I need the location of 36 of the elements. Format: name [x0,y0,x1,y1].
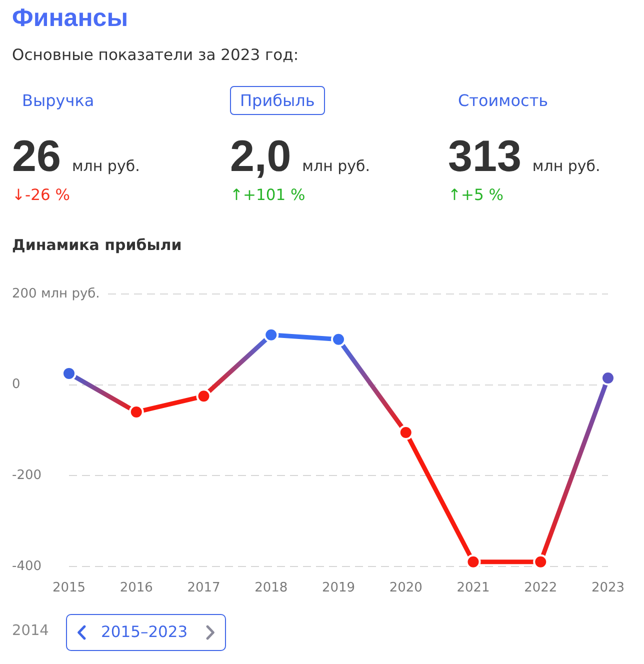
text: млн руб. [302,157,370,175]
range-button: 2015–2023 [66,614,226,651]
text: млн руб. [532,157,600,175]
text: ↑+5 % [448,186,504,204]
x-tick-label: 2022 [524,580,558,596]
x-tick-label: 2017 [187,580,220,596]
text: 2,0 [230,132,292,181]
y-tick-label: 0 [12,377,20,392]
x-tick-label: 2018 [254,580,288,596]
chart-title: Динамика прибыли [12,236,182,254]
text: 26 [12,132,61,181]
text: млн руб. [72,157,140,175]
text: ↓-26 % [12,186,71,204]
point [264,327,279,342]
text: Финансы [12,4,128,33]
x-tick-label: 2020 [389,580,422,596]
text: Основные показатели за 2023 год: [12,46,299,64]
x-tick-label: 2023 [591,580,625,596]
y-tick-label: 200 млн руб. [12,286,100,302]
x-tick-label: 2021 [456,580,490,596]
text: 2014 [12,623,49,639]
text: 313 [448,132,522,181]
text: ↑+101 % [230,186,306,204]
point [331,332,346,347]
x-tick-label: 2015 [52,580,86,596]
x-tick-label: 2016 [120,580,153,596]
y-tick-label: -200 [12,468,42,483]
x-tick-label: 2019 [322,580,356,596]
category-label: Стоимость [457,90,550,112]
tab-button: Прибыль [230,86,325,115]
category-label: Выручка [21,90,96,112]
point [196,388,212,404]
point [398,424,414,440]
point [533,554,548,570]
y-tick-label: -400 [12,558,42,574]
point [466,554,481,570]
